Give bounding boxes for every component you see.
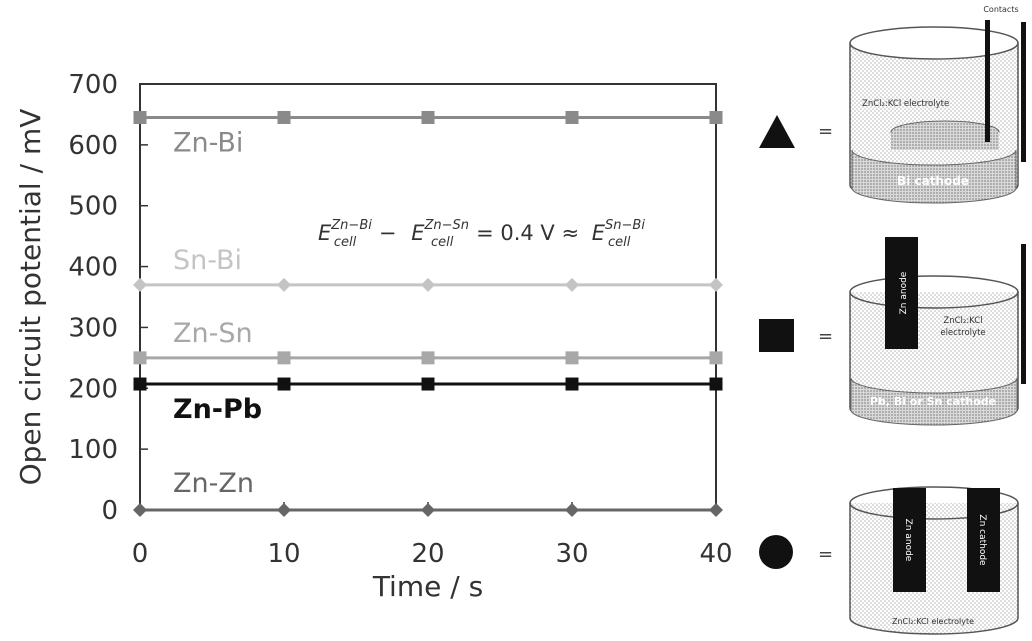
y-tick-label: 200 [68,374,118,404]
data-point [565,503,579,517]
series-zn-sn: Zn-Sn [133,318,723,365]
series-sn-bi: Sn-Bi [133,245,723,292]
contact-rod-1 [985,20,990,142]
bi-cathode-inner-body [891,132,999,150]
x-tick-label: 10 [267,539,300,569]
eq-minus: − [379,221,397,245]
y-axis-title: Open circuit potential / mV [14,109,47,486]
beaker-1-rim [849,26,1019,60]
data-point [277,503,291,517]
y-axis: 0 100 200 300 400 500 600 700 [68,70,148,526]
contact-rod-3 [1021,244,1026,384]
eq-e1: E [318,221,332,245]
series-label: Sn-Bi [173,245,242,276]
data-point [421,110,435,124]
data-point [421,503,435,517]
series-zn-pb: Zn-Pb [133,377,723,425]
legend-equals-2: = [818,326,833,347]
y-tick-label: 0 [101,496,118,526]
zn-cathode-label-3: Zn cathode [977,514,987,566]
data-point [277,110,291,124]
cathode-label-2: Pb, Bi or Sn cathode [870,395,996,408]
data-point [277,277,291,292]
eq-e3: E [592,221,606,245]
ocp-chart: 0 100 200 300 400 500 600 700 0 10 20 30 40 Time / … [14,70,733,603]
series-label: Zn-Zn [173,468,254,499]
zn-anode-2 [885,237,918,349]
contact-rod-2 [1021,22,1026,162]
square-marker-icon [759,319,794,352]
circle-marker-icon [759,535,793,569]
series-layer: Zn-Bi Sn-Bi Zn-Sn Zn-Pb Zn-Zn [133,110,723,517]
data-point [565,351,579,365]
eq-sub1: cell [334,235,357,250]
y-tick-label: 700 [68,70,118,100]
eq-sub2: cell [431,235,454,250]
bi-cathode-block [851,149,1017,204]
x-tick-label: 20 [411,539,444,569]
eq-sup2: Zn−Sn [424,218,470,233]
data-point [133,351,147,365]
beaker-2-rim [849,275,1019,309]
beaker-3-rim [849,486,1019,520]
data-point [565,110,579,124]
eq-sup1: Zn−Bi [330,218,372,233]
zn-anode-3 [893,488,926,592]
electrolyte-label-3: ZnCl₂:KCl electrolyte [892,617,974,626]
zn-anode-label-3: Zn anode [903,519,913,562]
x-tick-label: 0 [132,539,149,569]
cell-diagram-bi: Contacts ZnCl₂:KCl electrolyte Bi cathod… [849,5,1026,204]
legend-equals-3: = [818,544,833,565]
data-point [709,351,723,365]
series-label: Zn-Bi [173,127,243,158]
cell-diagram-pb-bi-sn: Zn anode ZnCl₂:KCl electrolyte Pb, Bi or… [849,237,1026,426]
electrolyte-label-1: ZnCl₂:KCl electrolyte [862,99,949,109]
eq-sub3: cell [608,235,631,250]
x-axis-title: Time / s [372,570,483,603]
equation-annotation: EZn−Bi cell − EZn−Sn cell = 0.4 V ≈ ESn−Bi… [318,218,645,251]
data-point [421,277,435,292]
series-zn-zn: Zn-Zn [133,468,723,517]
legend-equals-1: = [818,121,833,142]
data-point [133,377,147,391]
zn-cathode-3 [967,488,1000,592]
series-label: Zn-Pb [173,394,262,425]
electrolyte-label-2a: ZnCl₂:KCl [943,316,982,326]
eq-mid: = 0.4 V ≈ [476,221,579,245]
data-point [133,110,147,124]
series-label: Zn-Sn [173,318,253,349]
eq-e2: E [411,221,425,245]
eq-sup3: Sn−Bi [605,218,645,233]
electrolyte-label-2b: electrolyte [940,328,985,338]
x-tick-label: 40 [699,539,732,569]
data-point [133,503,147,517]
x-tick-label: 30 [555,539,588,569]
cathode-layer-2 [850,377,1018,426]
y-tick-label: 100 [68,435,118,465]
series-zn-bi: Zn-Bi [133,110,723,158]
data-point [709,503,723,517]
data-point [133,277,147,292]
data-point [277,351,291,365]
cell-diagram-zn-zn: Zn anode Zn cathode ZnCl₂:KCl electrolyt… [849,486,1019,635]
legend: = = = [759,115,833,569]
bi-cathode-label: Bi cathode [897,174,969,188]
triangle-marker-icon [759,115,795,148]
y-tick-label: 600 [68,131,118,161]
data-point [421,351,435,365]
y-tick-label: 300 [68,313,118,343]
data-point [565,377,579,391]
contacts-label: Contacts [983,5,1018,14]
data-point [277,377,291,391]
y-tick-label: 500 [68,192,118,222]
data-point [709,377,723,391]
data-point [709,277,723,292]
data-point [565,277,579,292]
data-point [421,377,435,391]
zn-anode-label-2: Zn anode [899,271,909,314]
y-tick-label: 400 [68,253,118,283]
data-point [709,110,723,124]
